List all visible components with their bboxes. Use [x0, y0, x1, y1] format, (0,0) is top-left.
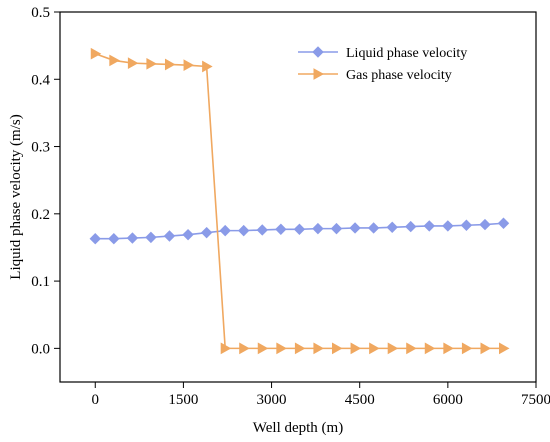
- data-point: [200, 226, 213, 239]
- data-point: [256, 224, 268, 236]
- y-axis-title: Liquid phase velocity (m/s): [8, 114, 24, 279]
- x-axis-title: Well depth (m): [253, 420, 343, 436]
- data-point: [443, 342, 454, 355]
- data-point: [89, 233, 101, 245]
- y-tick-label: 0.5: [31, 5, 50, 21]
- data-point: [164, 58, 176, 71]
- x-tick-label: 4500: [345, 392, 375, 408]
- y-tick-label: 0.3: [31, 140, 50, 156]
- data-point: [220, 342, 232, 355]
- y-tick-label: 0.0: [31, 341, 50, 357]
- data-point: [146, 57, 157, 70]
- data-point: [331, 342, 343, 355]
- data-point: [386, 221, 398, 233]
- data-point: [312, 222, 324, 235]
- y-tick-label: 0.2: [31, 207, 50, 223]
- data-point: [423, 220, 435, 232]
- legend: Liquid phase velocity Gas phase velocity: [298, 46, 467, 83]
- data-point: [182, 228, 194, 241]
- plot-frame: [59, 11, 537, 383]
- data-point: [461, 342, 473, 355]
- legend-item: Liquid phase velocity: [298, 46, 467, 61]
- x-tick-label: 0: [92, 392, 100, 408]
- x-tick-label: 1500: [168, 392, 198, 408]
- series-layer: [89, 47, 510, 355]
- data-point: [109, 54, 120, 67]
- data-point: [145, 231, 157, 244]
- data-point: [294, 342, 306, 355]
- data-point: [108, 233, 120, 245]
- data-point: [237, 224, 250, 237]
- data-point: [480, 342, 492, 355]
- data-point: [387, 342, 399, 355]
- data-point: [442, 220, 454, 232]
- data-point: [499, 342, 510, 355]
- y-tick-label: 0.1: [31, 274, 50, 290]
- data-point: [424, 342, 436, 355]
- data-point: [276, 342, 287, 355]
- data-point: [367, 222, 380, 234]
- ticks-layer: 0 1500 3000 4500 6000 7500 0.0 0.1 0.2 0.3 0.4 0.5: [31, 5, 550, 408]
- data-point: [479, 218, 491, 231]
- data-point: [405, 220, 417, 233]
- data-point: [350, 342, 362, 355]
- x-tick-label: 6000: [433, 392, 463, 408]
- series-2: [90, 47, 510, 355]
- data-point: [219, 224, 231, 237]
- data-point: [239, 342, 250, 355]
- data-point: [330, 222, 343, 235]
- data-point: [460, 219, 473, 231]
- data-point: [90, 47, 102, 60]
- data-point: [126, 232, 139, 244]
- data-point: [293, 223, 306, 235]
- data-point: [369, 342, 380, 355]
- data-point: [127, 57, 139, 69]
- y-tick-label: 0.4: [31, 72, 50, 88]
- x-tick-label: 7500: [521, 392, 550, 408]
- legend-item: Gas phase velocity: [298, 68, 452, 83]
- series-line: [94, 52, 504, 350]
- data-point: [349, 222, 361, 234]
- data-point: [183, 59, 195, 71]
- series-1: [89, 217, 510, 245]
- legend-marker: [313, 68, 325, 80]
- data-point: [163, 230, 176, 242]
- data-point: [406, 342, 417, 355]
- data-point: [257, 342, 269, 355]
- legend-marker: [312, 46, 324, 58]
- data-point: [497, 217, 510, 229]
- data-point: [313, 342, 324, 355]
- legend-label: Gas phase velocity: [346, 68, 452, 83]
- x-tick-label: 3000: [257, 392, 287, 408]
- data-point: [275, 223, 287, 235]
- legend-label: Liquid phase velocity: [346, 46, 467, 61]
- data-point: [202, 60, 213, 73]
